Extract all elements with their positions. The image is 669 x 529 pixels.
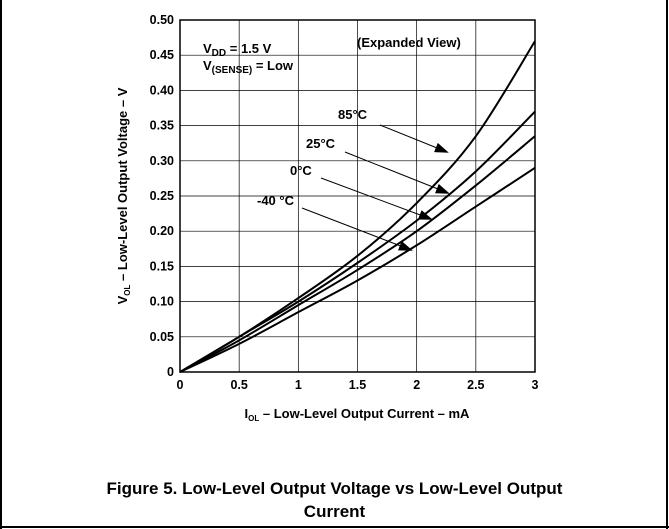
x-axis-title: IOL – Low-Level Output Current – mA	[245, 406, 471, 423]
series-lines	[179, 40, 536, 373]
y-tick-label: 0.35	[150, 119, 174, 133]
y-ticks: 0 0.05 0.10 0.15 0.20 0.25 0.30 0.35 0.40 0.45 0.5…	[150, 13, 174, 379]
series-label-minus40c: -40 °C	[257, 193, 413, 251]
series-label-25c: 25°C	[306, 136, 450, 194]
series-label-25c-text: 25°C	[306, 136, 336, 151]
series-label-85c: 85°C	[338, 107, 449, 153]
series-label-minus40c-arrow	[301, 207, 413, 251]
figure-caption-line-1: Figure 5. Low-Level Output Voltage vs Lo…	[106, 479, 563, 498]
vdd-annotation: VDD = 1.5 V	[203, 41, 272, 59]
y-tick-label: 0.45	[150, 48, 174, 62]
x-ticks: 0 0.5 1 1.5 2 2.5 3	[177, 378, 539, 392]
x-tick-label: 2.5	[467, 378, 484, 392]
x-tick-label: 2	[413, 378, 420, 392]
series-line-1	[179, 110, 536, 373]
series-label-0c-arrow	[320, 177, 433, 220]
frame-left-border	[0, 0, 2, 529]
frame-bottom-border	[0, 526, 669, 528]
series-label-85c-arrow	[379, 124, 449, 153]
series-line-3	[179, 167, 536, 373]
series-label-85c-text: 85°C	[338, 107, 368, 122]
series-label-0c-text: 0°C	[290, 163, 312, 178]
x-tick-label: 3	[532, 378, 539, 392]
series-label-25c-arrow	[344, 151, 450, 194]
vsense-annotation: V(SENSE) = Low	[203, 58, 294, 76]
series-line-2	[179, 135, 536, 373]
x-tick-label: 0.5	[230, 378, 247, 392]
frame-right-border	[666, 0, 668, 529]
y-tick-label: 0.20	[150, 224, 174, 238]
figure-caption-line-2: Current	[303, 502, 366, 521]
y-tick-label: 0.15	[150, 259, 174, 273]
grid	[180, 20, 535, 372]
y-tick-label: 0.30	[150, 154, 174, 168]
figure-caption: Figure 5. Low-Level Output Voltage vs Lo…	[0, 477, 669, 523]
series-label-0c: 0°C	[290, 163, 433, 220]
series-label-minus40c-text: -40 °C	[257, 193, 295, 208]
expanded-view-label: (Expanded View)	[357, 35, 461, 50]
x-tick-label: 1	[295, 378, 302, 392]
y-axis-title: VOL – Low-Level Output Voltage – V	[115, 87, 132, 304]
plot-area-border	[179, 19, 536, 373]
x-tick-label: 0	[177, 378, 184, 392]
y-tick-label: 0.05	[150, 330, 174, 344]
chart: 0 0.05 0.10 0.15 0.20 0.25 0.30 0.35 0.40 0.45 0.5…	[115, 13, 539, 423]
y-tick-label: 0.25	[150, 189, 174, 203]
y-tick-label: 0	[167, 365, 174, 379]
x-tick-label: 1.5	[349, 378, 366, 392]
y-tick-label: 0.10	[150, 295, 174, 309]
y-tick-label: 0.50	[150, 13, 174, 27]
y-tick-label: 0.40	[150, 83, 174, 97]
